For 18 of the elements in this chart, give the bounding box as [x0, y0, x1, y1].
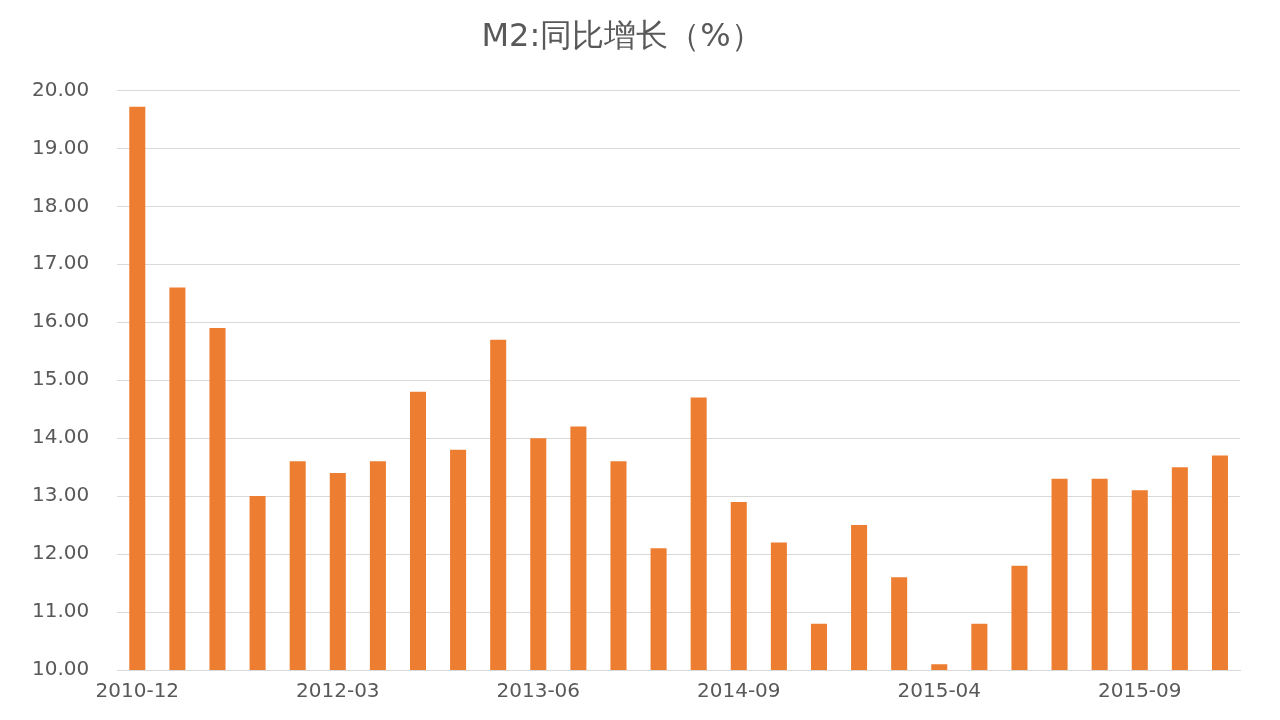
y-tick-label: 16.00	[31, 308, 90, 333]
y-tick-label: 14.00	[31, 424, 90, 449]
x-tick-label: 2012-03	[296, 678, 380, 703]
x-tick-label: 2014-09	[696, 678, 781, 703]
x-tick-label: 2010-12	[95, 678, 180, 703]
y-tick-label: 15.00	[31, 366, 90, 391]
y-tick-label: 17.00	[31, 250, 90, 275]
y-tick-label: 13.00	[31, 482, 90, 507]
y-tick-label: 19.00	[31, 134, 90, 159]
x-tick-label: 2015-09	[1097, 678, 1182, 703]
chart-title: M2:同比增长（%）	[481, 15, 763, 54]
y-tick-label: 20.00	[31, 76, 90, 101]
y-tick-label: 11.00	[31, 598, 90, 623]
x-tick-label: 2015-04	[897, 678, 982, 703]
y-tick-label: 12.00	[31, 540, 90, 565]
y-tick-label: 10.00	[31, 656, 90, 681]
y-tick-label: 18.00	[31, 192, 90, 217]
x-tick-label: 2013-06	[496, 678, 581, 703]
